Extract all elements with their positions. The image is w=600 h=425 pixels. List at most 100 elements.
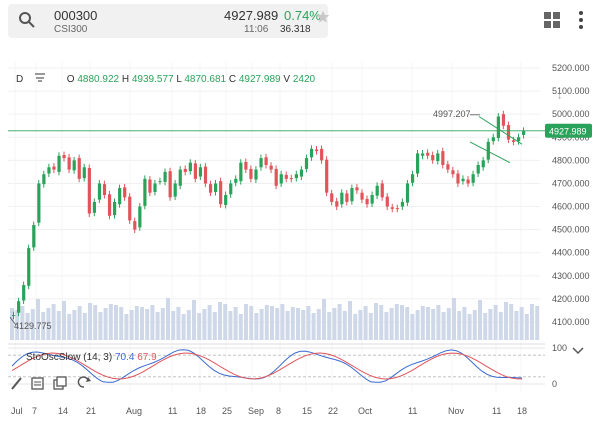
candle [506, 125, 511, 140]
candle [365, 198, 369, 205]
volume-bar [275, 308, 280, 340]
candle [163, 171, 167, 182]
volume-bar [56, 311, 61, 340]
star-icon[interactable] [316, 10, 330, 24]
time-axis-label: 15 [302, 406, 312, 416]
candlestick-chart[interactable]: 5200.0005100.0005000.0004900.0004800.000… [0, 42, 600, 420]
volume-bar [296, 308, 300, 340]
volume-bar [478, 300, 482, 340]
candle [304, 158, 309, 169]
candle [421, 153, 425, 156]
more-icon[interactable] [578, 10, 584, 30]
pencil-icon[interactable] [11, 377, 22, 390]
candle [259, 158, 263, 168]
last-price: 4927.989 [224, 8, 279, 23]
candle [486, 141, 490, 160]
candle [395, 208, 399, 210]
candle [107, 194, 112, 216]
volume-bar [186, 310, 191, 340]
candle [350, 188, 354, 202]
volume-bar [472, 310, 477, 340]
candle [461, 178, 465, 182]
volume-bar [212, 312, 217, 340]
volume-bar [530, 304, 534, 340]
volume-bar [306, 306, 311, 340]
volume-bar [202, 309, 207, 340]
volume-bar [223, 304, 228, 340]
volume-bar [238, 314, 243, 340]
volume-bar [41, 312, 46, 340]
price-axis-label: 4800.000 [552, 155, 590, 165]
osc-axis-label: 0 [552, 379, 557, 389]
time-axis-label: 18 [196, 406, 206, 416]
price-axis-label: 5000.000 [552, 109, 590, 119]
copy-icon[interactable] [53, 376, 67, 390]
collapse-button[interactable] [572, 342, 584, 360]
grid-icon[interactable] [544, 12, 560, 28]
candle [42, 174, 46, 185]
candle [113, 201, 117, 216]
volume-bar [311, 313, 316, 340]
interval-label[interactable]: D [16, 74, 24, 85]
candle [405, 183, 410, 203]
h-label: H [121, 74, 130, 85]
quote-box[interactable]: 000300 CSI300 4927.989 0.74% 11:06 36.31… [8, 4, 330, 38]
volume-bar [67, 314, 72, 340]
volume-bar [46, 308, 51, 340]
volume-bar [431, 309, 436, 340]
volume-bar [462, 307, 467, 340]
candle [153, 183, 157, 192]
volume-bar [124, 314, 129, 340]
candle [279, 174, 283, 184]
candle [299, 169, 304, 177]
candle [208, 184, 213, 193]
visibility-icon[interactable] [34, 72, 46, 85]
v-value: 2420 [292, 74, 316, 85]
volume-bar [207, 305, 212, 340]
volume-bar [353, 314, 358, 340]
volume-bar [114, 305, 118, 340]
osc-axis-label: 100 [552, 343, 567, 353]
candle [102, 184, 107, 195]
candle [284, 174, 288, 179]
h-value: 4939.577 [131, 74, 174, 85]
c-value: 4927.989 [238, 74, 281, 85]
volume-bar [290, 307, 295, 340]
candle [431, 155, 435, 161]
time-axis-label: 21 [86, 406, 96, 416]
volume-bar [264, 305, 269, 340]
volume-bar [337, 304, 342, 340]
volume-bar [150, 305, 155, 340]
volume-bar [72, 310, 77, 340]
candle [118, 188, 122, 205]
time-axis-label: Nov [448, 406, 465, 416]
low-marker-line [9, 316, 17, 326]
price-tag-text: 4927.989 [549, 126, 587, 136]
ohlc-legend: D O 4880.922 H 4939.577 L 4870.681 C 492… [16, 72, 315, 85]
candle [67, 157, 71, 170]
volume-bar [332, 308, 337, 340]
volume-bar [192, 300, 196, 340]
list-icon[interactable] [31, 377, 44, 390]
volume-bar [452, 298, 456, 340]
volume-bar [384, 312, 389, 340]
volume-bar [249, 306, 254, 340]
volume-bar [254, 313, 259, 340]
volume-bar [394, 304, 399, 340]
chart-area[interactable]: 5200.0005100.0005000.0004900.0004800.000… [0, 42, 600, 420]
volume-bar [197, 313, 202, 340]
candle [173, 183, 177, 197]
volume-bar [171, 311, 176, 340]
candle [219, 181, 223, 205]
search-icon[interactable] [18, 11, 36, 29]
volume-bar [358, 310, 363, 340]
volume-bar [25, 313, 30, 340]
candle [345, 193, 349, 202]
redo-icon[interactable] [77, 376, 91, 388]
osc-params: (14, 3) [83, 352, 113, 363]
volume-bar [140, 307, 144, 340]
candle [22, 285, 26, 301]
v-label: V [283, 74, 291, 85]
candle [289, 178, 293, 180]
volume-bar [342, 311, 347, 340]
